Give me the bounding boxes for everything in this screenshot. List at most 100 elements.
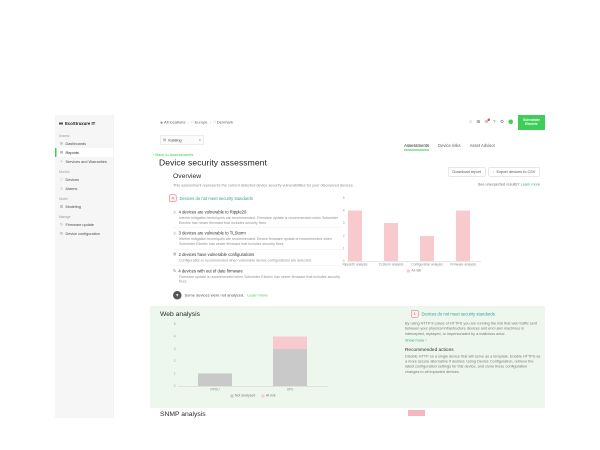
chart-legend: Not analyzed At risk [230, 394, 276, 398]
configuration-icon: ⚙ [173, 252, 177, 257]
finding-description: Firmware update is recommended when Schn… [179, 274, 340, 284]
shield-icon: ▼ [173, 291, 182, 300]
location-icon: □ [191, 120, 194, 125]
finding-title-text: 3 devices are vulnerable to TLStorm [178, 230, 246, 236]
overview-risk-banner: 4 Devices do not meet security standards [169, 194, 253, 202]
tabs: Assessments Device risks Asset Advisor [404, 143, 495, 151]
web-risk-banner: 1 Devices do not meet security standards [411, 310, 542, 318]
y-axis-tick: 3 [342, 221, 345, 226]
sidebar-item-label: Dashboards [65, 141, 86, 146]
y-axis-tick: 5 [342, 196, 345, 201]
breadcrumb: ◉ All locations / □ Europe / □ Denmark [160, 120, 233, 125]
sidebar-section-label: Assess [59, 134, 70, 139]
risk-banner-link[interactable]: Devices do not meet security standards [179, 195, 253, 201]
x-axis-label: UPS [286, 388, 294, 392]
risk-count-badge: 4 [169, 194, 177, 202]
breadcrumb-separator: / [187, 120, 190, 125]
y-axis-tick: 4 [342, 209, 345, 213]
notifications-icon[interactable]: ✉ [484, 118, 490, 124]
overview-heading: Overview [173, 172, 202, 180]
y-axis-tick: 1 [342, 246, 345, 251]
finding-description: Interim mitigation techniques are recomm… [179, 215, 339, 225]
recommended-actions-text: Disable HTTP on a single device that wil… [405, 353, 541, 374]
breadcrumb-label: Denmark [216, 120, 233, 125]
breadcrumb-label: Europe [194, 120, 208, 125]
y-axis-tick: 3 [173, 347, 176, 351]
apps-icon[interactable]: ⊞ [476, 119, 481, 124]
finding-title-text: 2 devices have vulnerable configurations [178, 251, 255, 257]
tab-assessments[interactable]: Assessments [404, 143, 430, 151]
tab-device-risks[interactable]: Device risks [438, 143, 461, 148]
sidebar-item-alarms[interactable]: ⚠ Alarms [55, 184, 114, 193]
sidebar-item-modeling[interactable]: ▥ Modeling [55, 202, 114, 211]
x-axis-label: Firmware analysis [450, 263, 476, 267]
finding-description: Interim mitigation techniques are recomm… [179, 236, 332, 247]
dashboard-icon: ⊞ [60, 142, 63, 146]
search-icon[interactable]: ○ [469, 119, 472, 124]
finding-item: ⚠ 4 devices are vulnerable to Ripple20 Int… [173, 207, 341, 229]
reports-icon: ▤ [59, 151, 64, 155]
location-selector[interactable]: ▤ Kolding ∨ [160, 135, 204, 145]
app-window: EcoStruxure IT Assess ⊞ Dashboards ▤ Reports… [55, 115, 545, 418]
app-logo-label: EcoStruxure IT [65, 121, 96, 126]
unexpected-results: See unexpected results? Learn more [478, 182, 540, 187]
notification-badge [487, 118, 490, 121]
sidebar-item-dashboards[interactable]: ⊞ Dashboards [55, 139, 114, 148]
sidebar-item-reports[interactable]: ▤ Reports [55, 148, 114, 157]
services-icon: + [60, 159, 63, 164]
help-icon[interactable]: ? [492, 119, 496, 124]
location-icon: □ [213, 120, 216, 125]
vulnerability-icon: ⚠ [173, 209, 177, 215]
y-axis-tick: 0 [342, 259, 345, 264]
download-report-button[interactable]: Download report [447, 167, 486, 177]
web-analysis-heading: Web analysis [160, 310, 201, 318]
device-configuration-icon: ⚙ [59, 232, 64, 236]
breadcrumb-item[interactable]: □ Europe [192, 120, 208, 125]
settings-icon[interactable]: ⚙ [499, 119, 504, 124]
risk-banner-link[interactable]: Devices do not meet security standards [421, 311, 495, 317]
menu-icon[interactable] [59, 121, 63, 126]
not-analyzed-note: ▼ Some devices were not analyzed. Learn … [173, 291, 268, 300]
finding-title-text: 4 devices are vulnerable to Ripple20 [178, 209, 247, 215]
not-analyzed-learn-more-link[interactable]: Learn more [247, 293, 268, 298]
unexpected-learn-more-link[interactable]: Learn more [520, 182, 540, 187]
web-analysis-chart: 0 1 2 3 4 5 RPDU UPS Not analyzed At risk [174, 323, 328, 398]
x-axis-label: TLStorm analysis [378, 263, 404, 267]
breadcrumb-item[interactable]: □ Denmark [214, 120, 233, 125]
sidebar-item-devices[interactable]: □ Devices [55, 175, 114, 184]
button-label: Download report [452, 169, 482, 175]
export-devices-csv-button[interactable]: ↓ Export devices to CSV [488, 167, 540, 177]
bar-firmware-analysis [456, 210, 470, 261]
sidebar-item-label: Modeling [65, 204, 81, 209]
finding-item: ↻ 4 devices with out of date firmware Firm… [173, 266, 341, 287]
overview-actions: Download report ↓ Export devices to CSV [447, 167, 540, 177]
modeling-icon: ▥ [59, 205, 64, 209]
finding-title: ⚠ 4 devices are vulnerable to Ripple20 [173, 210, 341, 215]
y-axis-tick: 4 [173, 334, 176, 339]
web-analysis-details: 1 Devices do not meet security standards… [405, 309, 542, 374]
back-link[interactable]: ‹ Back to Assessments [153, 153, 193, 158]
account-avatar[interactable] [508, 119, 513, 124]
web-analysis-description: By using HTTP in place of HTTPS you are … [405, 321, 537, 336]
unexpected-results-text: See unexpected results? [477, 182, 520, 187]
sidebar-item-label: Device configuration [65, 231, 100, 236]
brand-logo[interactable]: Schneider Electric [518, 115, 545, 130]
download-icon: ↓ [493, 169, 495, 175]
finding-item: ⚠ 3 devices are vulnerable to TLStorm Inte… [173, 228, 341, 250]
y-axis-tick: 5 [173, 322, 176, 327]
chart-legend: At risk [406, 269, 421, 273]
sidebar-item-label: Services and Warranties [65, 159, 107, 164]
breadcrumb-item[interactable]: ◉ All locations [160, 120, 185, 125]
button-label: Export devices to CSV [496, 169, 536, 175]
sidebar-item-services-and-warranties[interactable]: + Services and Warranties [55, 157, 114, 166]
x-axis-label: Ripple20 analysis [342, 263, 368, 267]
bar-ripple20-analysis [348, 210, 362, 261]
show-more-link[interactable]: Show more › [405, 337, 427, 343]
all-locations-icon: ◉ [160, 120, 164, 125]
location-selector-value: Kolding [168, 137, 182, 143]
firmware-icon: ↻ [173, 268, 177, 274]
sidebar-item-firmware-update[interactable]: ↻ Firmware update [55, 220, 114, 229]
bar-segment-at-risk [273, 336, 307, 349]
sidebar-item-device-configuration[interactable]: ⚙ Device configuration [55, 229, 114, 238]
tab-asset-advisor[interactable]: Asset Advisor [469, 143, 495, 148]
